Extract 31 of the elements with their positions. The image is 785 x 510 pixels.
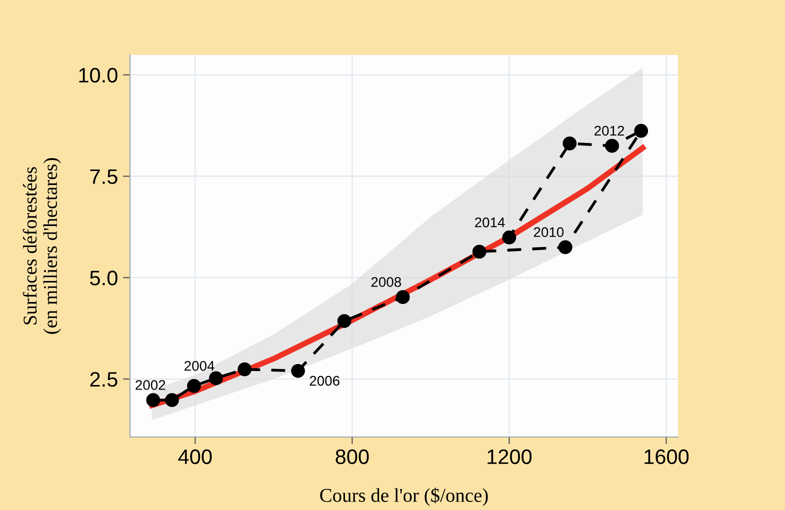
annotation: 2010 [534, 227, 564, 238]
y-tick-label: 2.5 [90, 372, 118, 387]
y-tick-label: 7.5 [90, 169, 118, 184]
point [562, 136, 577, 150]
x-tick-label: 400 [178, 449, 212, 464]
y-axis-title: Surfaces déforestées (en milliers d'hectares) [22, 158, 61, 334]
annotation: 2014 [475, 217, 505, 228]
point [605, 138, 619, 153]
point [502, 230, 516, 244]
annotation: 2012 [594, 126, 624, 136]
point [209, 371, 223, 386]
point [396, 290, 410, 304]
annotation: 2006 [310, 376, 340, 386]
x-axis-title: Cours de l'or ($/once) [320, 488, 488, 506]
point [472, 244, 486, 259]
y-tick-label: 10.0 [79, 68, 118, 83]
point [238, 362, 252, 376]
x-tick-label: 800 [336, 449, 369, 464]
annotation: 2008 [371, 277, 401, 287]
point [337, 314, 352, 328]
point [165, 393, 179, 408]
point [634, 124, 648, 138]
point [187, 378, 201, 393]
point [558, 240, 572, 254]
point [291, 364, 305, 378]
annotation: 2004 [184, 360, 214, 371]
x-tick-label: 1200 [488, 449, 532, 464]
annotation: 2002 [136, 380, 166, 390]
x-tick-label: 1600 [644, 449, 689, 464]
point [146, 393, 160, 408]
y-tick-label: 5.0 [90, 270, 118, 286]
